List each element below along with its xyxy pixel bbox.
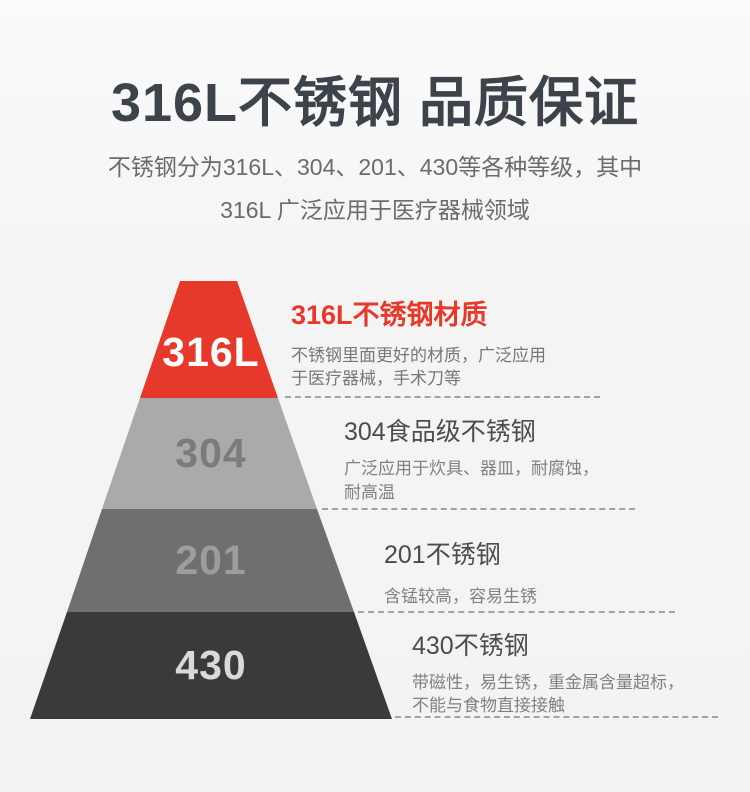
pyramid-level-304: 304 bbox=[102, 398, 317, 509]
pyramid-level-430: 430 bbox=[30, 612, 392, 719]
pyramid-level-430-label: 430 bbox=[175, 642, 247, 688]
pyramid-level-316l-label: 316L bbox=[162, 329, 260, 375]
pyramid-level-201: 201 bbox=[67, 509, 354, 612]
annotation-430-desc: 带磁性，易生锈，重金属含量超标， 不能与食物直接接触 bbox=[412, 671, 684, 717]
annotation-201-heading: 201不锈钢 bbox=[384, 541, 501, 569]
pyramid-level-304-label: 304 bbox=[175, 430, 247, 476]
annotation-304-desc: 广泛应用于炊具、器皿，耐腐蚀， 耐高温 bbox=[344, 457, 599, 505]
annotation-430-heading: 430不锈钢 bbox=[412, 632, 529, 660]
subtitle-line-2: 316L 广泛应用于医疗器械领域 bbox=[220, 197, 530, 223]
annotation-201-desc: 含锰较高，容易生锈 bbox=[384, 585, 537, 609]
divider-dashed-line-430 bbox=[395, 716, 718, 718]
annotation-316l-desc-line-1: 不锈钢里面更好的材质，广泛应用 bbox=[291, 346, 546, 365]
annotation-201-desc-line-1: 含锰较高，容易生锈 bbox=[384, 587, 537, 606]
annotation-316l: 316L不锈钢材质 不锈钢里面更好的材质，广泛应用 于医疗器械，手术刀等 bbox=[291, 293, 546, 390]
page-subtitle: 不锈钢分为316L、304、201、430等各种等级，其中 316L 广泛应用于… bbox=[0, 146, 750, 232]
divider-dashed-line-304 bbox=[322, 508, 635, 510]
steel-grade-pyramid: 316L 304 201 430 bbox=[30, 281, 392, 719]
page-title: 316L不锈钢 品质保证 bbox=[110, 73, 640, 133]
divider-dashed-line-201 bbox=[358, 611, 675, 613]
subtitle-line-1: 不锈钢分为316L、304、201、430等各种等级，其中 bbox=[107, 154, 643, 180]
annotation-304-desc-line-1: 广泛应用于炊具、器皿，耐腐蚀， bbox=[344, 459, 599, 478]
pyramid-level-201-label: 201 bbox=[175, 537, 247, 583]
annotation-304-heading: 304食品级不锈钢 bbox=[344, 418, 536, 446]
annotation-201: 201不锈钢 含锰较高，容易生锈 bbox=[384, 535, 537, 609]
annotation-430: 430不锈钢 带磁性，易生锈，重金属含量超标， 不能与食物直接接触 bbox=[412, 626, 684, 717]
annotation-430-desc-line-1: 带磁性，易生锈，重金属含量超标， bbox=[412, 673, 684, 692]
annotation-430-desc-line-2: 不能与食物直接接触 bbox=[412, 696, 565, 715]
annotation-316l-desc: 不锈钢里面更好的材质，广泛应用 于医疗器械，手术刀等 bbox=[291, 344, 546, 390]
annotation-316l-desc-line-2: 于医疗器械，手术刀等 bbox=[291, 369, 461, 388]
annotation-316l-heading: 316L不锈钢材质 bbox=[291, 300, 488, 330]
annotation-304: 304食品级不锈钢 广泛应用于炊具、器皿，耐腐蚀， 耐高温 bbox=[344, 412, 599, 505]
annotation-304-desc-line-2: 耐高温 bbox=[344, 483, 395, 502]
divider-dashed-line-316l bbox=[285, 396, 600, 398]
